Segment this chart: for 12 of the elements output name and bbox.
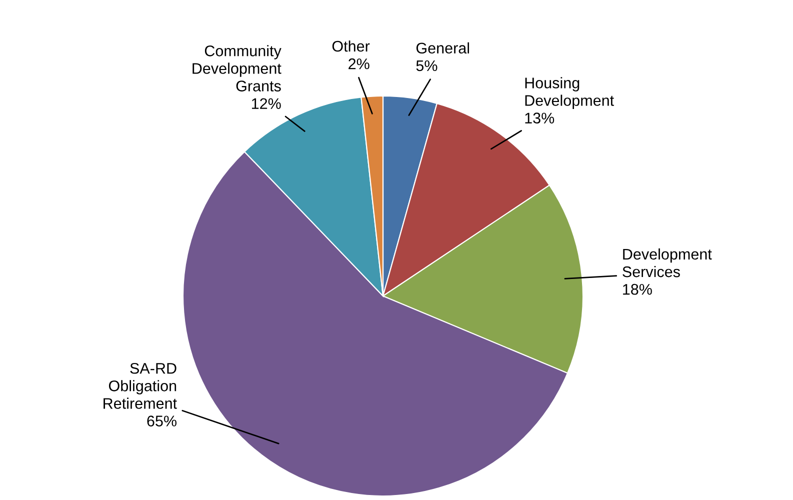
data-label: 13%	[525, 112, 554, 124]
data-label: 12%	[252, 98, 281, 109]
data-label: 18%	[623, 284, 652, 295]
slice-label: Housing Development	[525, 77, 614, 109]
slice-label: Community Development Grants	[192, 45, 282, 92]
slice-label: General	[416, 42, 470, 54]
slice-label: SA-RD Obligation Retirement	[104, 362, 177, 409]
data-label: 65%	[147, 416, 176, 426]
data-label: 2%	[348, 58, 370, 70]
slice-label: Development Services	[622, 248, 712, 278]
slice-label: Other	[332, 40, 370, 52]
data-label: 5%	[416, 60, 438, 72]
